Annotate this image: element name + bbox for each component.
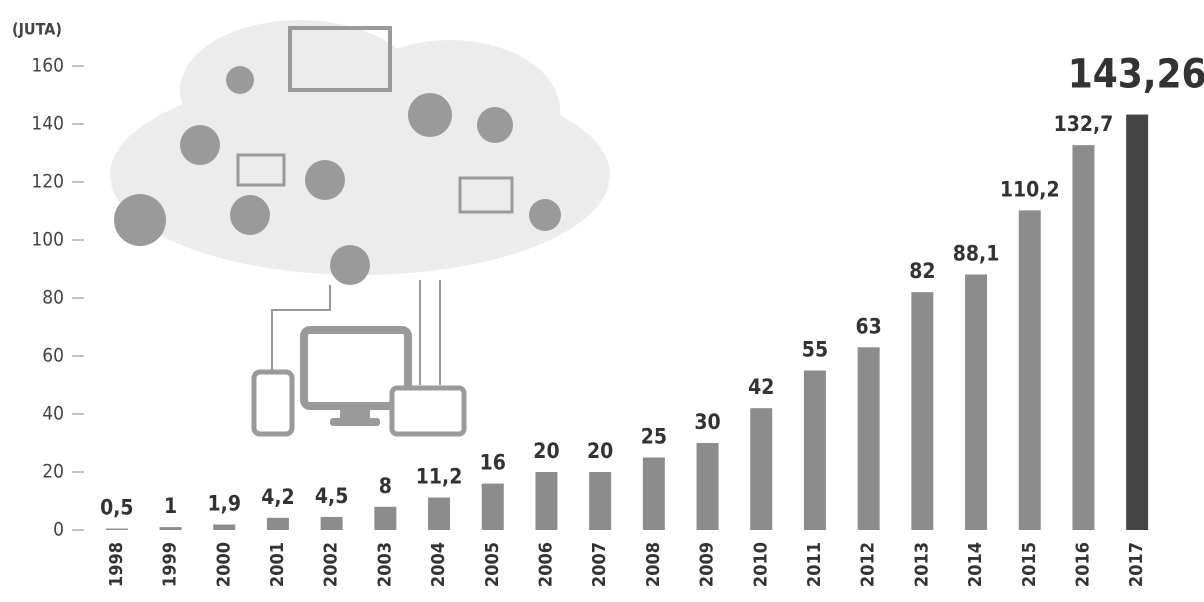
value-label: 8 [379, 474, 392, 498]
y-tick-label: 100 [31, 229, 64, 251]
value-label: 20 [533, 439, 559, 463]
chart: (JUTA) 02040608010012014016019980,519991… [0, 0, 1204, 602]
x-tick-label: 2002 [321, 542, 342, 587]
y-axis-label: (JUTA) [12, 20, 62, 39]
bar [1019, 210, 1041, 530]
x-tick-label: 2012 [858, 542, 879, 587]
x-tick-label: 2005 [482, 542, 503, 587]
bar [911, 292, 933, 530]
bar [697, 443, 719, 530]
bar [321, 517, 343, 530]
bar [106, 529, 128, 530]
y-tick-label: 60 [42, 345, 64, 367]
y-tick-label: 0 [53, 519, 64, 541]
x-tick-label: 1999 [160, 542, 181, 587]
bar [267, 518, 289, 530]
x-tick-label: 1998 [106, 542, 127, 587]
x-tick-label: 2009 [697, 542, 718, 587]
x-tick-label: 2017 [1126, 542, 1147, 587]
bar [428, 498, 450, 530]
value-label: 143,26 [1068, 52, 1204, 98]
y-tick-label: 120 [31, 171, 64, 193]
bar [750, 408, 772, 530]
x-tick-label: 2003 [374, 542, 395, 587]
value-label: 82 [909, 259, 935, 283]
value-label: 16 [480, 451, 506, 475]
bar [965, 275, 987, 530]
value-label: 11,2 [416, 465, 463, 489]
value-label: 4,2 [261, 485, 294, 509]
x-tick-label: 2000 [213, 542, 234, 587]
value-label: 88,1 [953, 242, 1000, 266]
bar [482, 484, 504, 530]
x-tick-label: 2015 [1019, 542, 1040, 587]
value-label: 42 [748, 375, 774, 399]
x-tick-label: 2014 [965, 542, 986, 587]
y-tick-label: 20 [42, 461, 64, 483]
value-label: 4,5 [315, 484, 348, 508]
bar [160, 527, 182, 530]
y-tick-label: 40 [42, 403, 64, 425]
bar [1072, 145, 1094, 530]
y-tick-label: 160 [31, 55, 64, 77]
x-tick-label: 2016 [1072, 542, 1093, 587]
bar [589, 472, 611, 530]
value-label: 30 [694, 410, 720, 434]
x-tick-label: 2010 [750, 542, 771, 587]
value-label: 55 [802, 338, 828, 362]
x-tick-label: 2008 [643, 542, 664, 587]
value-label: 1 [164, 494, 177, 518]
value-label: 0,5 [100, 496, 133, 520]
value-label: 25 [641, 425, 667, 449]
bar [213, 524, 235, 530]
bar [535, 472, 557, 530]
bar [858, 347, 880, 530]
value-label: 1,9 [208, 491, 241, 515]
x-tick-label: 2013 [911, 542, 932, 587]
bar [804, 371, 826, 531]
x-tick-label: 2011 [804, 542, 825, 587]
y-tick-label: 140 [31, 113, 64, 135]
cloud-illustration [110, 20, 610, 434]
bar [1126, 115, 1148, 530]
x-tick-label: 2001 [267, 542, 288, 587]
value-label: 132,7 [1054, 112, 1114, 136]
value-label: 63 [856, 314, 882, 338]
x-tick-label: 2007 [589, 542, 610, 587]
value-label: 110,2 [1000, 177, 1060, 201]
value-label: 20 [587, 439, 613, 463]
x-tick-label: 2004 [428, 542, 449, 587]
x-tick-label: 2006 [535, 542, 556, 587]
bar [643, 458, 665, 531]
y-tick-label: 80 [42, 287, 64, 309]
bar [374, 507, 396, 530]
